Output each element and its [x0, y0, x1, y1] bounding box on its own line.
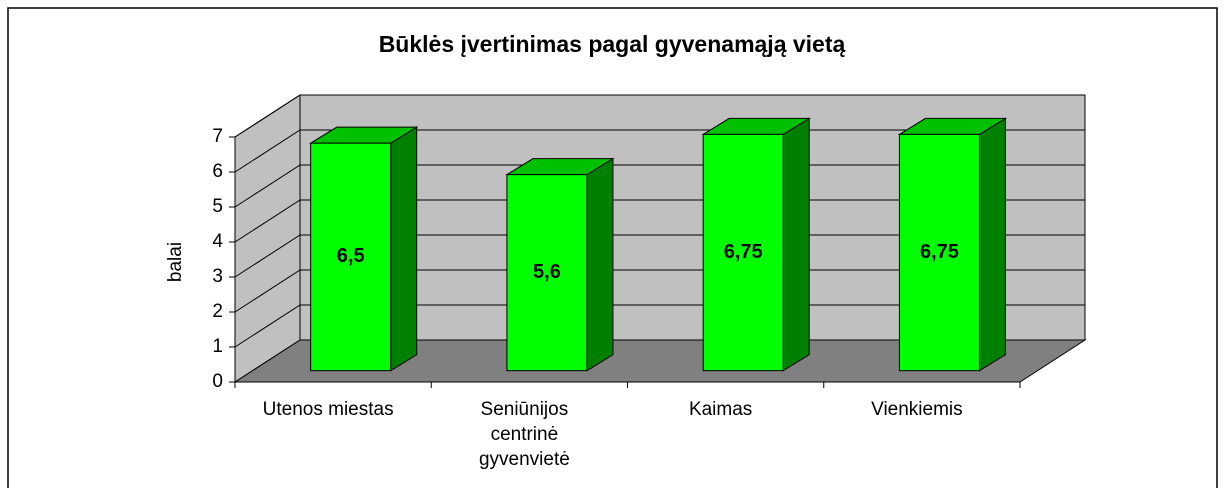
y-tick-label: 6: [212, 161, 223, 182]
y-axis-label: balai: [165, 242, 186, 282]
y-tick-label: 7: [212, 126, 223, 147]
x-tick-label: Kaimas: [688, 399, 753, 420]
value-label: 6,75: [920, 241, 959, 263]
value-label: 6,75: [724, 241, 763, 263]
chart-title: Būklės įvertinimas pagal gyvenamąją viet…: [379, 31, 846, 57]
grid-line: [234, 94, 1085, 138]
bar: [506, 174, 588, 372]
bar: [898, 133, 980, 372]
bar-side: [782, 117, 810, 372]
y-tick-label: 5: [212, 196, 223, 217]
y-tick-label: 4: [212, 231, 223, 252]
y-tick-label: 2: [212, 301, 223, 322]
x-tick-label: Vienkiemis: [871, 399, 963, 420]
x-tick-label: Utenos miestas: [262, 399, 394, 420]
bar-side: [978, 117, 1006, 372]
bar-side: [390, 126, 418, 372]
value-label: 5,6: [533, 261, 561, 283]
y-tick-label: 1: [212, 336, 223, 357]
grid-line: [234, 199, 1085, 243]
bar-side: [586, 157, 614, 372]
x-tick-label: Seniūnijos centrinė gyvenvietė: [478, 399, 570, 470]
grid-line: [234, 129, 1085, 173]
grid-line: [234, 164, 1085, 208]
bar: [702, 133, 784, 372]
grid-line: [234, 234, 1085, 278]
side-wall: [234, 94, 301, 383]
grid-line: [234, 269, 1085, 313]
bar: [310, 142, 392, 372]
value-label: 6,5: [337, 245, 365, 267]
y-tick-label: 0: [212, 371, 223, 392]
grid-line: [234, 304, 1085, 348]
y-tick-label: 3: [212, 266, 223, 287]
